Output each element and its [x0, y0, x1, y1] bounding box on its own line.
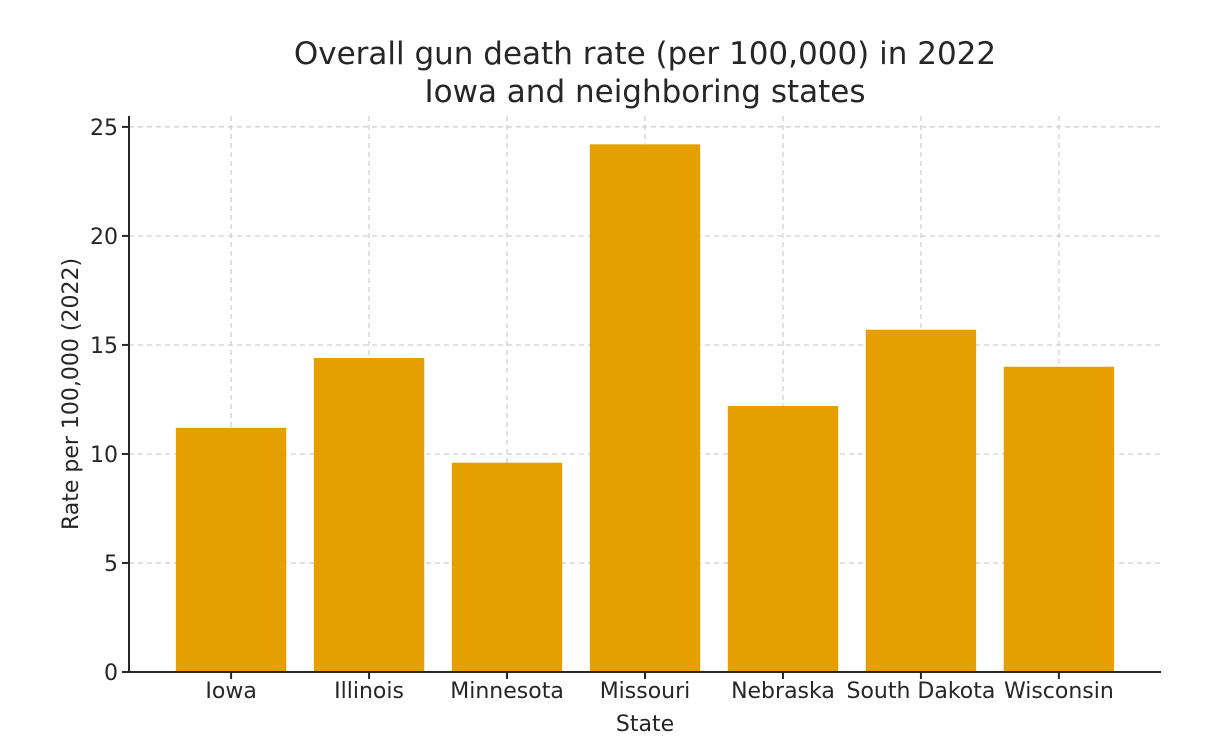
bar-illinois — [313, 358, 425, 672]
bar-minnesota — [451, 462, 563, 672]
y-axis-label: Rate per 100,000 (2022) — [59, 258, 84, 530]
bars — [175, 144, 1115, 672]
y-tick-label: 25 — [90, 116, 118, 141]
x-tick-label: Minnesota — [450, 679, 564, 704]
x-tick-label: Nebraska — [731, 679, 835, 704]
bar-iowa — [175, 427, 287, 672]
bar-wisconsin — [1003, 366, 1115, 672]
x-tick-label: Iowa — [205, 679, 256, 704]
y-tick-label: 10 — [90, 443, 118, 468]
y-tick-label: 20 — [90, 225, 118, 250]
bar-nebraska — [727, 405, 839, 672]
chart-subtitle: Iowa and neighboring states — [424, 74, 865, 110]
chart-title: Overall gun death rate (per 100,000) in … — [294, 36, 996, 72]
x-tick-label: Missouri — [600, 679, 691, 704]
x-tick-label: Wisconsin — [1004, 679, 1114, 704]
x-tick-label: South Dakota — [846, 679, 995, 704]
axes: 0 5 10 15 20 25 Iowa Illinois Minnesota Missouri N… — [90, 116, 1161, 704]
x-tick-label: Illinois — [334, 679, 404, 704]
x-axis-label: State — [616, 712, 674, 736]
y-tick-label: 15 — [90, 334, 118, 359]
y-tick-label: 0 — [104, 661, 118, 686]
bar-missouri — [589, 144, 701, 672]
y-tick-label: 5 — [104, 552, 118, 577]
bar-south-dakota — [865, 329, 977, 672]
